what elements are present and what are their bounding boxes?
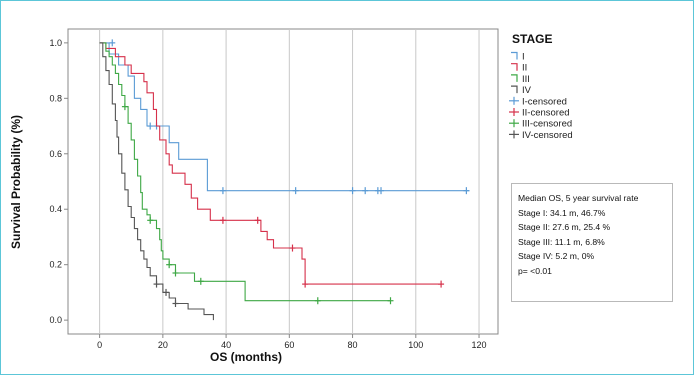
stats-line: Median OS, 5 year survival rate (518, 193, 639, 203)
legend-title: STAGE (512, 32, 552, 46)
legend-swatch-I (511, 51, 518, 60)
y-tick-label: 0.4 (49, 204, 62, 214)
legend-label: IV (522, 85, 532, 96)
plot-area (67, 28, 499, 335)
series-layer (99, 39, 470, 321)
y-axis-title: Survival Probability (%) (9, 115, 23, 249)
y-tick-label: 0.8 (49, 93, 62, 103)
x-tick-label: 0 (97, 340, 102, 350)
legend-label: IV-censored (522, 130, 573, 141)
legend-label: I-censored (522, 96, 567, 107)
stats-line: Stage IV: 5.2 m, 0% (518, 251, 595, 261)
x-axis: 0 20 40 60 80 100 120 (97, 334, 487, 350)
survival-curve-II (99, 42, 442, 285)
x-axis-title: OS (months) (210, 350, 282, 364)
x-tick-label: 20 (158, 340, 168, 350)
legend-label: III (522, 74, 530, 85)
y-tick-label: 0.0 (49, 315, 62, 325)
stats-line: Stage I: 34.1 m, 46.7% (518, 207, 606, 218)
legend-swatch-III (511, 74, 518, 82)
survival-curve-IV (99, 42, 214, 321)
x-tick-label: 120 (472, 340, 487, 350)
legend: IIIIIIIVI-censoredII-censoredIII-censore… (509, 52, 573, 141)
x-tick-label: 100 (408, 340, 423, 350)
legend-label: III-censored (522, 119, 572, 130)
survival-curve-III (99, 42, 391, 302)
x-tick-label: 60 (284, 340, 294, 350)
legend-swatch-IV (511, 85, 518, 94)
x-tick-label: 80 (348, 340, 358, 350)
y-axis: 0.0 0.2 0.4 0.6 0.8 1.0 (49, 38, 68, 325)
y-tick-label: 0.2 (49, 260, 62, 270)
plot-background (67, 28, 499, 335)
y-tick-label: 1.0 (49, 38, 62, 48)
stats-annotation-box: Median OS, 5 year survival rate Stage I:… (511, 183, 673, 302)
grid-lines (99, 29, 480, 334)
stats-line: Stage II: 27.6 m, 25.4 % (518, 222, 611, 232)
survival-curve-I (99, 42, 470, 192)
legend-label: II-censored (522, 108, 570, 119)
stats-line: p= <0.01 (518, 265, 552, 276)
stats-line: Stage III: 11.1 m, 6.8% (518, 236, 605, 247)
legend-label: I (522, 52, 525, 63)
y-tick-label: 0.6 (49, 149, 62, 159)
legend-swatch-II (511, 63, 518, 71)
x-tick-label: 40 (221, 340, 231, 350)
legend-label: II (522, 63, 527, 74)
